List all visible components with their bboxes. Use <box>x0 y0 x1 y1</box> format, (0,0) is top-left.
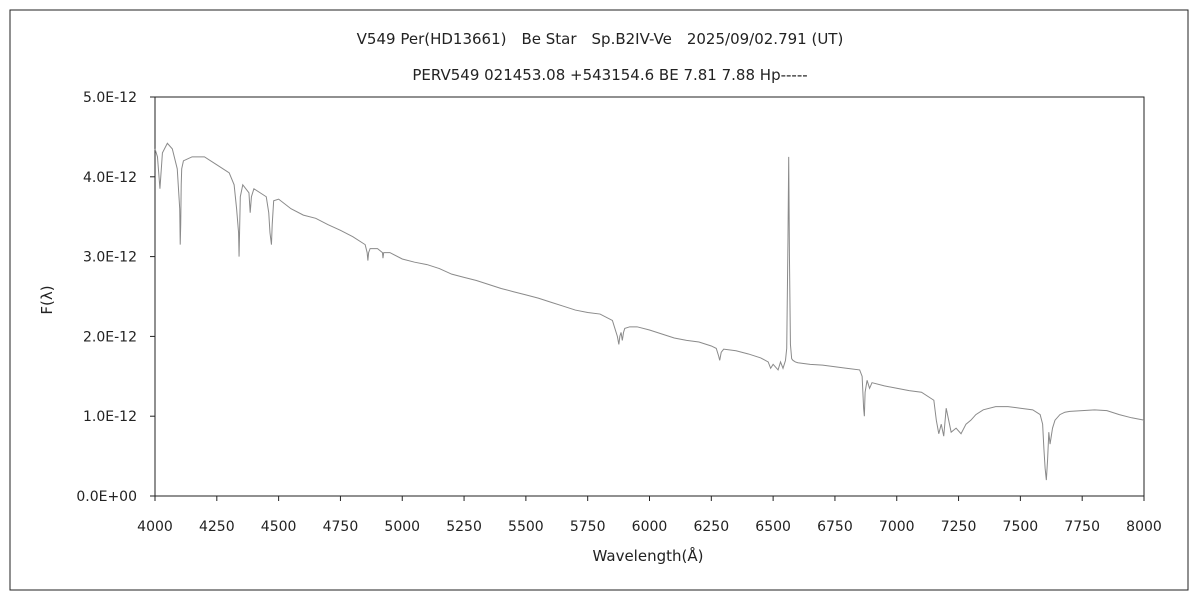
spectrum-line <box>154 142 1145 481</box>
x-tick-label: 6250 <box>693 519 729 535</box>
x-tick-label: 7250 <box>941 519 977 535</box>
x-tick-label: 7500 <box>1003 519 1039 535</box>
x-tick-label: 6500 <box>755 519 791 535</box>
y-axis-ticks: 0.0E+00 1.0E-12 2.0E-12 3.0E-12 4.0E-12 5.0E-… <box>76 90 155 505</box>
x-tick-label: 8000 <box>1126 519 1162 535</box>
y-tick-label: 4.0E-12 <box>83 170 137 186</box>
y-axis-label: F(λ) <box>38 285 56 314</box>
y-tick-label: 5.0E-12 <box>83 90 137 106</box>
outer-frame <box>9 9 1189 591</box>
x-tick-label: 7750 <box>1064 519 1100 535</box>
x-tick-label: 4750 <box>323 519 359 535</box>
y-tick-label: 3.0E-12 <box>83 250 137 266</box>
x-tick-label: 5750 <box>570 519 606 535</box>
x-axis-ticks: 4000 4250 4500 4750 5000 5250 5500 5750 6000 6250… <box>137 496 1162 535</box>
chart-subtitle: PERV549 021453.08 +543154.6 BE 7.81 7.88… <box>412 66 807 84</box>
x-tick-label: 4500 <box>261 519 297 535</box>
x-tick-label: 4000 <box>137 519 173 535</box>
y-tick-label: 1.0E-12 <box>83 409 137 425</box>
y-tick-label: 2.0E-12 <box>83 329 137 345</box>
chart-title: V549 Per(HD13661) Be Star Sp.B2IV-Ve 202… <box>357 30 844 48</box>
x-tick-label: 7000 <box>879 519 915 535</box>
x-tick-label: 5500 <box>508 519 544 535</box>
x-tick-label: 6750 <box>817 519 853 535</box>
x-axis-label: Wavelength(Å) <box>593 546 704 565</box>
x-tick-label: 5000 <box>384 519 420 535</box>
x-tick-label: 6000 <box>632 519 668 535</box>
y-tick-label: 0.0E+00 <box>76 489 137 505</box>
x-tick-label: 4250 <box>199 519 235 535</box>
x-tick-label: 5250 <box>446 519 482 535</box>
